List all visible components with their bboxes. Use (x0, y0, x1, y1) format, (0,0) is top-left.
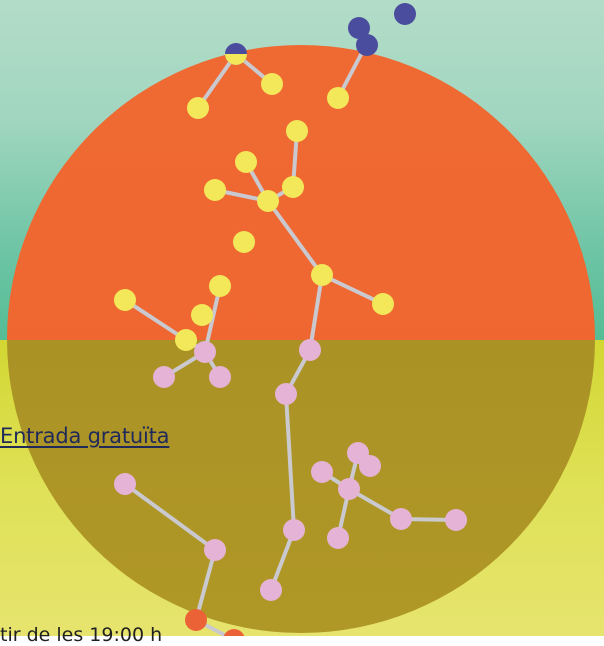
free-entry-link[interactable]: Entrada gratuïta (0, 424, 170, 448)
sun-circle-bottom-half (7, 340, 595, 633)
schedule-text: tir de les 19:00 h (0, 624, 163, 646)
network-nodes (114, 3, 467, 636)
